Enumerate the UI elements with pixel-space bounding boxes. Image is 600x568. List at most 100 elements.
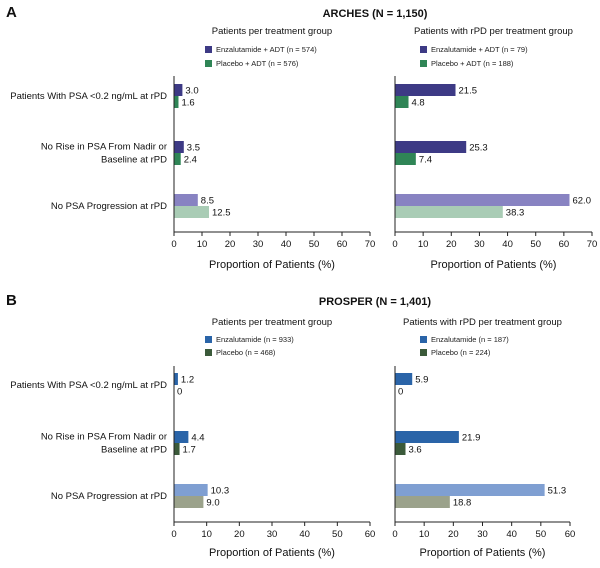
- legend-swatch: [420, 60, 427, 67]
- value-label: 1.7: [183, 445, 196, 456]
- value-label: 8.5: [201, 196, 214, 207]
- x-axis-label: Proportion of Patients (%): [209, 547, 335, 559]
- legend-label: Placebo (n = 468): [216, 348, 276, 357]
- x-tick-label: 60: [337, 239, 348, 250]
- x-tick-label: 60: [365, 529, 376, 540]
- legend-swatch: [205, 336, 212, 343]
- bar: [174, 84, 183, 96]
- legend-label: Enzalutamide (n = 187): [431, 335, 509, 344]
- bar: [395, 194, 570, 206]
- bar: [174, 496, 204, 508]
- x-axis-label: Proportion of Patients (%): [420, 547, 546, 559]
- bar: [395, 431, 459, 443]
- chart-4: Patients with rPD per treatment group Enz…: [392, 317, 575, 559]
- legend-swatch: [205, 60, 212, 67]
- bar: [395, 484, 545, 496]
- legend-label: Placebo + ADT (n = 188): [431, 59, 514, 68]
- x-tick-label: 50: [332, 529, 343, 540]
- bar: [174, 206, 209, 218]
- x-tick-label: 50: [530, 239, 541, 250]
- x-tick-label: 20: [446, 239, 457, 250]
- bar: [174, 96, 179, 108]
- value-label: 21.9: [462, 433, 481, 444]
- value-label: 1.2: [181, 375, 194, 386]
- value-label: 62.0: [572, 196, 591, 207]
- x-axis-label: Proportion of Patients (%): [431, 259, 557, 271]
- x-tick-label: 40: [299, 529, 310, 540]
- x-tick-label: 0: [392, 239, 397, 250]
- x-tick-label: 30: [474, 239, 485, 250]
- x-tick-label: 30: [477, 529, 488, 540]
- legend-swatch: [205, 349, 212, 356]
- x-tick-label: 60: [559, 239, 570, 250]
- value-label: 51.3: [548, 486, 567, 497]
- x-tick-label: 60: [565, 529, 576, 540]
- chart-title: Patients with rPD per treatment group: [403, 317, 562, 328]
- panel-title-a: ARCHES (N = 1,150): [323, 8, 428, 20]
- value-label: 38.3: [506, 208, 524, 219]
- panel-title-b: PROSPER (N = 1,401): [319, 296, 432, 308]
- value-label: 1.6: [181, 98, 194, 109]
- category-label: No PSA Progression at rPD: [51, 491, 167, 502]
- category-label: No PSA Progression at rPD: [51, 201, 167, 212]
- chart-title: Patients per treatment group: [212, 317, 332, 328]
- value-label: 21.5: [459, 86, 478, 97]
- x-tick-label: 0: [392, 529, 397, 540]
- value-label: 0: [177, 387, 182, 398]
- category-label: Baseline at rPD: [101, 155, 167, 166]
- x-tick-label: 10: [418, 239, 429, 250]
- value-label: 3.6: [409, 445, 422, 456]
- x-tick-label: 0: [171, 529, 176, 540]
- category-label: No Rise in PSA From Nadir or: [41, 142, 167, 153]
- bar: [174, 194, 198, 206]
- bar: [174, 373, 178, 385]
- bar: [395, 496, 450, 508]
- x-tick-label: 30: [253, 239, 264, 250]
- value-label: 10.3: [211, 486, 230, 497]
- x-tick-label: 30: [267, 529, 278, 540]
- value-label: 4.8: [412, 98, 425, 109]
- bar: [174, 153, 181, 165]
- category-label: Patients With PSA <0.2 ng/mL at rPD: [10, 380, 167, 391]
- bar: [395, 373, 413, 385]
- bar: [395, 206, 503, 218]
- bar: [174, 443, 180, 455]
- category-label: Patients With PSA <0.2 ng/mL at rPD: [10, 91, 167, 102]
- x-tick-label: 50: [309, 239, 320, 250]
- legend-label: Enzalutamide + ADT (n = 574): [216, 45, 317, 54]
- bar: [174, 141, 184, 153]
- x-tick-label: 70: [365, 239, 376, 250]
- x-tick-label: 10: [197, 239, 208, 250]
- chart-title: Patients with rPD per treatment group: [414, 26, 573, 37]
- value-label: 5.9: [415, 375, 428, 386]
- bar: [174, 431, 189, 443]
- chart-3: Patients per treatment group Enzalutamide…: [171, 317, 375, 559]
- legend-label: Placebo (n = 224): [431, 348, 491, 357]
- x-tick-label: 10: [201, 529, 212, 540]
- value-label: 2.4: [184, 155, 197, 166]
- x-tick-label: 40: [502, 239, 513, 250]
- x-tick-label: 20: [448, 529, 459, 540]
- bar: [174, 484, 208, 496]
- x-tick-label: 50: [536, 529, 547, 540]
- legend-label: Enzalutamide (n = 933): [216, 335, 294, 344]
- panel-letter-a: A: [6, 4, 17, 21]
- chart-2: Patients with rPD per treatment group Enz…: [392, 26, 597, 271]
- panel-letter-b: B: [6, 292, 17, 309]
- legend-label: Enzalutamide + ADT (n = 79): [431, 45, 528, 54]
- x-tick-label: 40: [281, 239, 292, 250]
- value-label: 9.0: [206, 498, 219, 509]
- value-label: 18.8: [453, 498, 472, 509]
- value-label: 7.4: [419, 155, 432, 166]
- x-axis-label: Proportion of Patients (%): [209, 259, 335, 271]
- legend-label: Placebo + ADT (n = 576): [216, 59, 299, 68]
- bar: [395, 443, 406, 455]
- x-tick-label: 20: [234, 529, 245, 540]
- x-tick-label: 10: [419, 529, 430, 540]
- value-label: 4.4: [191, 433, 204, 444]
- x-tick-label: 70: [587, 239, 598, 250]
- legend-swatch: [420, 336, 427, 343]
- x-tick-label: 40: [506, 529, 517, 540]
- chart-1: Patients per treatment group Enzalutamide…: [171, 26, 375, 271]
